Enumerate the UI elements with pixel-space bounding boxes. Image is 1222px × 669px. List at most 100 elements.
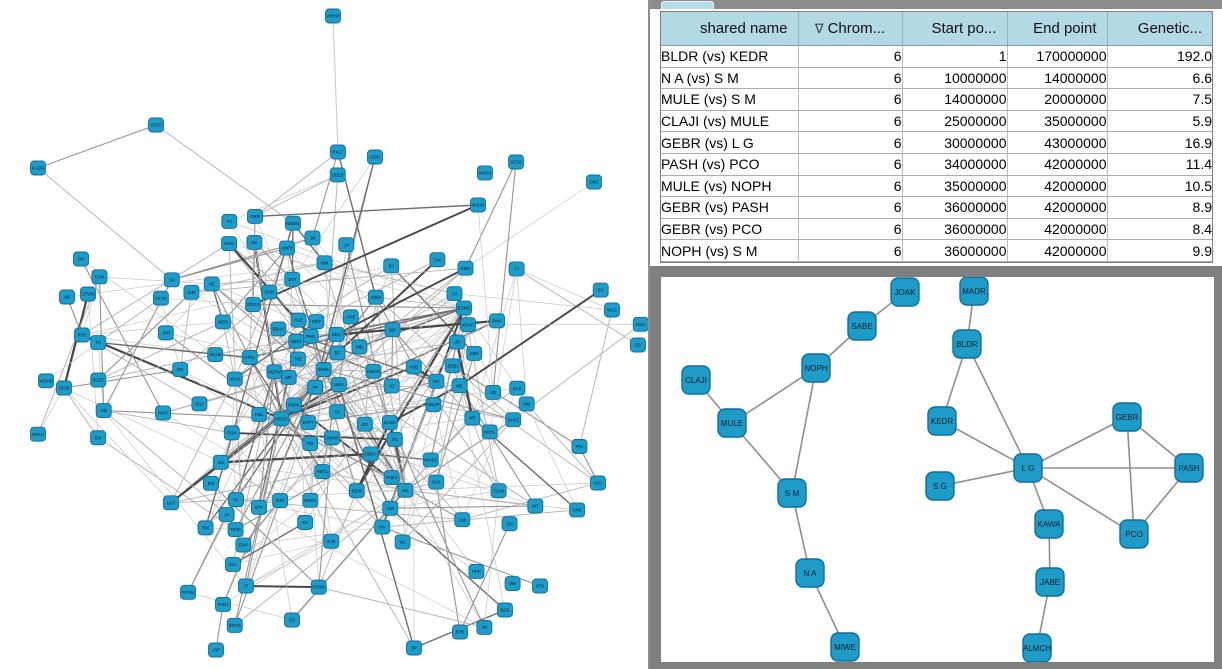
graph-edge[interactable] xyxy=(99,276,212,285)
table-row[interactable]: N A (vs) S M 6 10000000 14000000 6.6 xyxy=(661,67,1212,90)
table-cell[interactable]: MULE (vs) S M xyxy=(661,88,798,111)
graph-edge[interactable] xyxy=(254,151,339,217)
table-cell[interactable]: N A (vs) S M xyxy=(661,67,798,90)
graph-edge[interactable] xyxy=(254,174,338,217)
graph-node[interactable]: SA xyxy=(163,272,180,288)
graph-edge[interactable] xyxy=(402,404,434,543)
graph-node[interactable]: TAK xyxy=(429,252,446,268)
table-cell[interactable]: 35000000 xyxy=(901,175,1007,198)
graph-node[interactable]: RJR xyxy=(272,493,289,508)
graph-edge[interactable] xyxy=(258,334,337,415)
graph-node[interactable]: HTS xyxy=(532,578,548,594)
graph-edge[interactable] xyxy=(280,279,293,419)
graph-edge[interactable] xyxy=(37,276,100,435)
table-cell[interactable]: NOPH (vs) S M xyxy=(661,239,798,262)
table-row[interactable]: GEBR (vs) PCO 6 36000000 42000000 8.4 xyxy=(661,218,1212,241)
graph-edge[interactable] xyxy=(311,151,339,239)
graph-edge[interactable] xyxy=(97,291,192,381)
graph-edge[interactable] xyxy=(405,490,485,628)
graph-node-SABE[interactable]: SABE xyxy=(847,311,877,341)
graph-edge[interactable] xyxy=(391,329,394,386)
table-cell[interactable]: 42000000 xyxy=(1006,239,1107,262)
graph-edge[interactable] xyxy=(243,437,333,546)
graph-edge[interactable] xyxy=(162,412,311,501)
graph-node[interactable]: EM xyxy=(203,475,219,491)
graph-node[interactable]: ME xyxy=(451,378,468,394)
graph-node[interactable]: JN xyxy=(304,230,321,246)
graph-node[interactable]: STES xyxy=(148,117,164,133)
graph-node-S G[interactable]: S G xyxy=(925,471,955,501)
graph-node[interactable]: WL xyxy=(394,534,411,550)
graph-edge[interactable] xyxy=(235,499,463,521)
graph-edge[interactable] xyxy=(165,332,282,420)
table-cell[interactable]: 6 xyxy=(797,239,902,262)
table-row[interactable]: MULE (vs) S M 6 14000000 20000000 7.5 xyxy=(661,88,1212,111)
table-cell[interactable]: 42000000 xyxy=(1006,175,1107,198)
graph-edge[interactable] xyxy=(323,368,514,421)
table-cell[interactable]: 10000000 xyxy=(901,67,1007,90)
graph-node[interactable]: TH xyxy=(90,335,107,351)
table-row[interactable]: GEBR (vs) PASH 6 36000000 42000000 8.9 xyxy=(661,196,1212,219)
graph-edge[interactable] xyxy=(516,268,613,311)
table-cell[interactable]: 36000000 xyxy=(901,239,1007,262)
graph-edge[interactable] xyxy=(323,369,391,509)
graph-edge[interactable] xyxy=(81,276,100,336)
graph-node[interactable]: BS xyxy=(246,234,263,250)
graph-edge[interactable] xyxy=(234,489,406,626)
graph-node[interactable]: JT xyxy=(238,578,254,594)
graph-edge[interactable] xyxy=(291,156,376,280)
graph-edge[interactable] xyxy=(222,321,236,380)
graph-node[interactable]: UHM xyxy=(221,236,238,252)
graph-node[interactable]: KAE xyxy=(509,380,526,396)
table-cell[interactable]: 6 xyxy=(797,153,902,176)
graph-node[interactable]: BEW xyxy=(348,483,365,499)
graph-edge[interactable] xyxy=(234,378,282,419)
graph-edge[interactable] xyxy=(382,509,578,528)
graph-edge[interactable] xyxy=(336,267,466,336)
graph-node[interactable]: WRHP xyxy=(325,8,341,24)
graph-edge[interactable] xyxy=(232,540,332,565)
graph-node[interactable]: NBHL xyxy=(481,424,498,440)
graph-node[interactable]: ES xyxy=(212,454,229,470)
table-cell[interactable]: 9.9 xyxy=(1106,239,1212,262)
table-cell[interactable]: MULE (vs) NOPH xyxy=(661,175,798,198)
table-row[interactable]: MULE (vs) NOPH 6 35000000 42000000 10.5 xyxy=(661,175,1212,198)
graph-node[interactable]: BJ xyxy=(383,258,400,274)
graph-node[interactable]: PW xyxy=(571,439,588,454)
graph-edge[interactable] xyxy=(430,417,473,461)
graph-node[interactable]: DMT xyxy=(308,314,325,330)
graph-edge[interactable] xyxy=(323,369,374,372)
graph-edge[interactable] xyxy=(492,161,517,393)
table-cell[interactable]: 14000000 xyxy=(901,88,1007,111)
graph-node[interactable]: JJ xyxy=(218,507,235,523)
filter-icon[interactable]: ∇ xyxy=(814,21,824,36)
table-cell[interactable]: 1 xyxy=(901,45,1007,68)
graph-edge[interactable] xyxy=(332,15,339,153)
graph-edge-NOPH-S M[interactable] xyxy=(791,367,817,494)
graph-edge[interactable] xyxy=(249,265,392,358)
graph-node-MIWE[interactable]: MIWE xyxy=(830,632,860,662)
graph-edge[interactable] xyxy=(281,387,518,420)
graph-edge[interactable] xyxy=(526,403,578,511)
graph-node[interactable]: KU xyxy=(397,482,414,498)
graph-node[interactable]: PNPK xyxy=(286,397,302,413)
graph-node-L G[interactable]: L G xyxy=(1013,453,1043,483)
graph-edge[interactable] xyxy=(430,459,499,492)
graph-edge[interactable] xyxy=(286,247,352,318)
graph-node[interactable]: ASB xyxy=(405,359,422,375)
graph-node[interactable]: AB xyxy=(59,289,75,305)
graph-node-KEDR[interactable]: KEDR xyxy=(927,406,957,436)
graph-node[interactable]: EHTT xyxy=(300,415,317,431)
graph-edge[interactable] xyxy=(321,471,332,542)
graph-node[interactable]: PD xyxy=(302,436,319,452)
graph-node[interactable]: TESE xyxy=(227,522,244,538)
graph-edge[interactable] xyxy=(389,341,458,423)
graph-edge[interactable] xyxy=(254,242,275,372)
graph-node[interactable]: KDAP xyxy=(460,317,476,333)
col-header-genetic[interactable]: Genetic... xyxy=(1106,12,1212,46)
graph-edge[interactable] xyxy=(232,521,306,566)
graph-edge[interactable] xyxy=(280,418,383,528)
graph-node[interactable]: UTWB xyxy=(80,286,96,302)
graph-node[interactable]: EDMD xyxy=(456,300,472,316)
graph-edge[interactable] xyxy=(465,181,595,269)
